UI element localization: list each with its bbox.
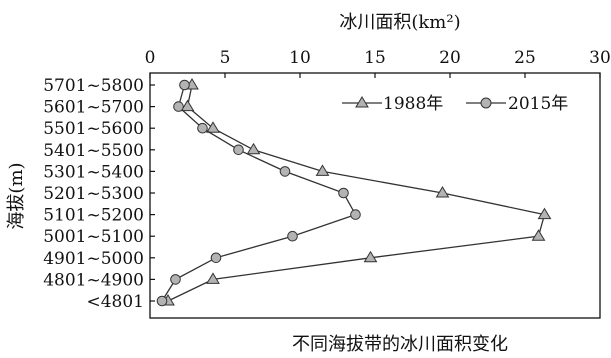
x-tick-label: 5 (220, 48, 231, 68)
x-tick-label: 25 (514, 48, 536, 68)
point-2015 (179, 79, 190, 91)
legend-triangle-marker (355, 96, 369, 108)
point-2015 (233, 144, 244, 156)
y-tick-label: 5701~5800 (43, 76, 144, 96)
y-tick-label: 5201~5300 (43, 184, 144, 204)
legend-item-1988: 1988年 (342, 94, 443, 114)
point-1988 (537, 207, 552, 220)
x-tick-label: 30 (589, 48, 611, 68)
point-1988 (206, 121, 220, 133)
point-1988 (180, 99, 195, 112)
point-1988 (315, 164, 330, 176)
y-axis-title: 海拔(m) (6, 162, 27, 229)
chart-caption: 不同海拔带的冰川面积变化 (292, 334, 508, 355)
x-axis-ticks: 0 5 10 15 20 25 30 (145, 48, 611, 78)
point-1988 (435, 186, 450, 198)
legend-circle-marker (480, 97, 492, 109)
series-line-2015 (161, 84, 357, 302)
plot-frame (149, 72, 601, 319)
y-tick-label: 4901~5000 (43, 249, 144, 269)
series-layer (156, 78, 552, 307)
series-line-1988 (167, 84, 546, 302)
x-tick-label: 0 (145, 48, 156, 68)
x-axis-title: 冰川面积(km²) (339, 12, 460, 33)
point-2015 (173, 101, 184, 112)
point-2015 (338, 187, 349, 199)
y-tick-label: 5401~5500 (43, 141, 144, 161)
legend: 1988年 2015年 (342, 94, 568, 114)
y-tick-label: <4801 (86, 292, 144, 312)
point-2015 (210, 252, 222, 264)
point-2015 (156, 295, 168, 307)
y-tick-label: 5501~5600 (43, 119, 144, 139)
point-1988 (363, 250, 378, 263)
legend-label-1988: 1988年 (383, 94, 443, 114)
y-tick-label: 5101~5200 (43, 206, 144, 226)
point-1988 (531, 229, 546, 241)
point-1988 (206, 272, 220, 284)
legend-item-2015: 2015年 (466, 94, 568, 114)
point-2015 (170, 274, 181, 285)
y-tick-label: 5601~5700 (43, 98, 144, 118)
y-tick-label: 5001~5100 (43, 227, 144, 247)
y-axis-ticks: 5701~58005601~57005501~56005401~55005301… (43, 76, 155, 312)
point-2015 (350, 209, 361, 220)
point-2015 (287, 230, 298, 242)
point-2015 (197, 122, 208, 134)
x-tick-label: 20 (439, 48, 461, 68)
y-tick-label: 5301~5400 (43, 162, 144, 182)
x-tick-label: 10 (289, 48, 311, 68)
x-tick-label: 15 (364, 48, 386, 68)
y-tick-label: 4801~4900 (43, 270, 144, 290)
legend-label-2015: 2015年 (508, 94, 568, 114)
point-2015 (279, 166, 291, 177)
point-1988 (246, 142, 261, 155)
